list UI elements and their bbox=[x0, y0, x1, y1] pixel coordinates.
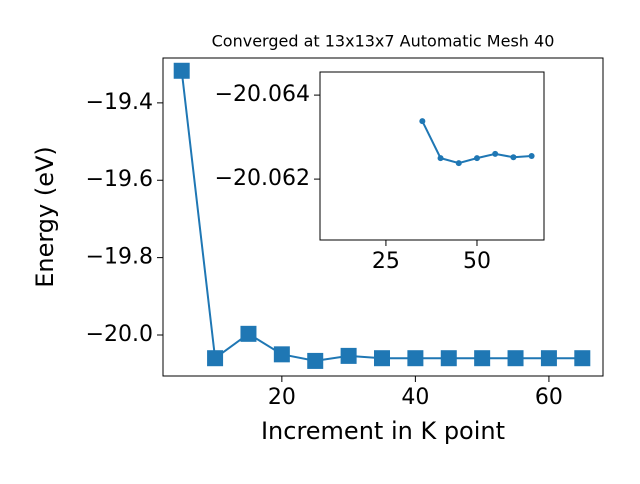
x-tick-label: 60 bbox=[535, 385, 563, 410]
data-point bbox=[437, 155, 444, 162]
x-axis-label: Increment in K point bbox=[261, 417, 505, 445]
data-point bbox=[574, 350, 591, 367]
data-point bbox=[440, 350, 457, 367]
data-point bbox=[473, 155, 480, 162]
data-point bbox=[373, 350, 390, 367]
data-point bbox=[273, 346, 290, 363]
data-point bbox=[207, 350, 224, 367]
x-tick-label: 25 bbox=[372, 249, 400, 274]
x-tick-label: 50 bbox=[463, 249, 491, 274]
y-axis-label: Energy (eV) bbox=[31, 146, 59, 288]
y-tick-label: −20.064 bbox=[215, 82, 310, 107]
data-point bbox=[474, 350, 491, 367]
data-point bbox=[540, 350, 557, 367]
data-point bbox=[407, 350, 424, 367]
y-tick-label: −19.6 bbox=[86, 167, 153, 192]
x-tick-label: 40 bbox=[401, 385, 429, 410]
data-point bbox=[340, 347, 357, 364]
y-tick-label: −20.0 bbox=[86, 322, 153, 347]
data-point bbox=[307, 352, 324, 369]
data-point bbox=[455, 160, 462, 167]
data-point bbox=[173, 62, 190, 79]
data-point bbox=[492, 150, 499, 157]
data-point bbox=[528, 153, 535, 159]
x-tick-label: 20 bbox=[268, 385, 296, 410]
data-point bbox=[510, 154, 517, 161]
data-point bbox=[507, 350, 524, 367]
y-tick-label: −19.8 bbox=[86, 245, 153, 270]
data-point bbox=[419, 118, 426, 125]
y-tick-label: −20.062 bbox=[215, 166, 310, 191]
chart-title: Converged at 13x13x7 Automatic Mesh 40 bbox=[212, 32, 555, 51]
y-tick-label: −19.4 bbox=[86, 90, 153, 115]
data-point bbox=[240, 325, 257, 342]
